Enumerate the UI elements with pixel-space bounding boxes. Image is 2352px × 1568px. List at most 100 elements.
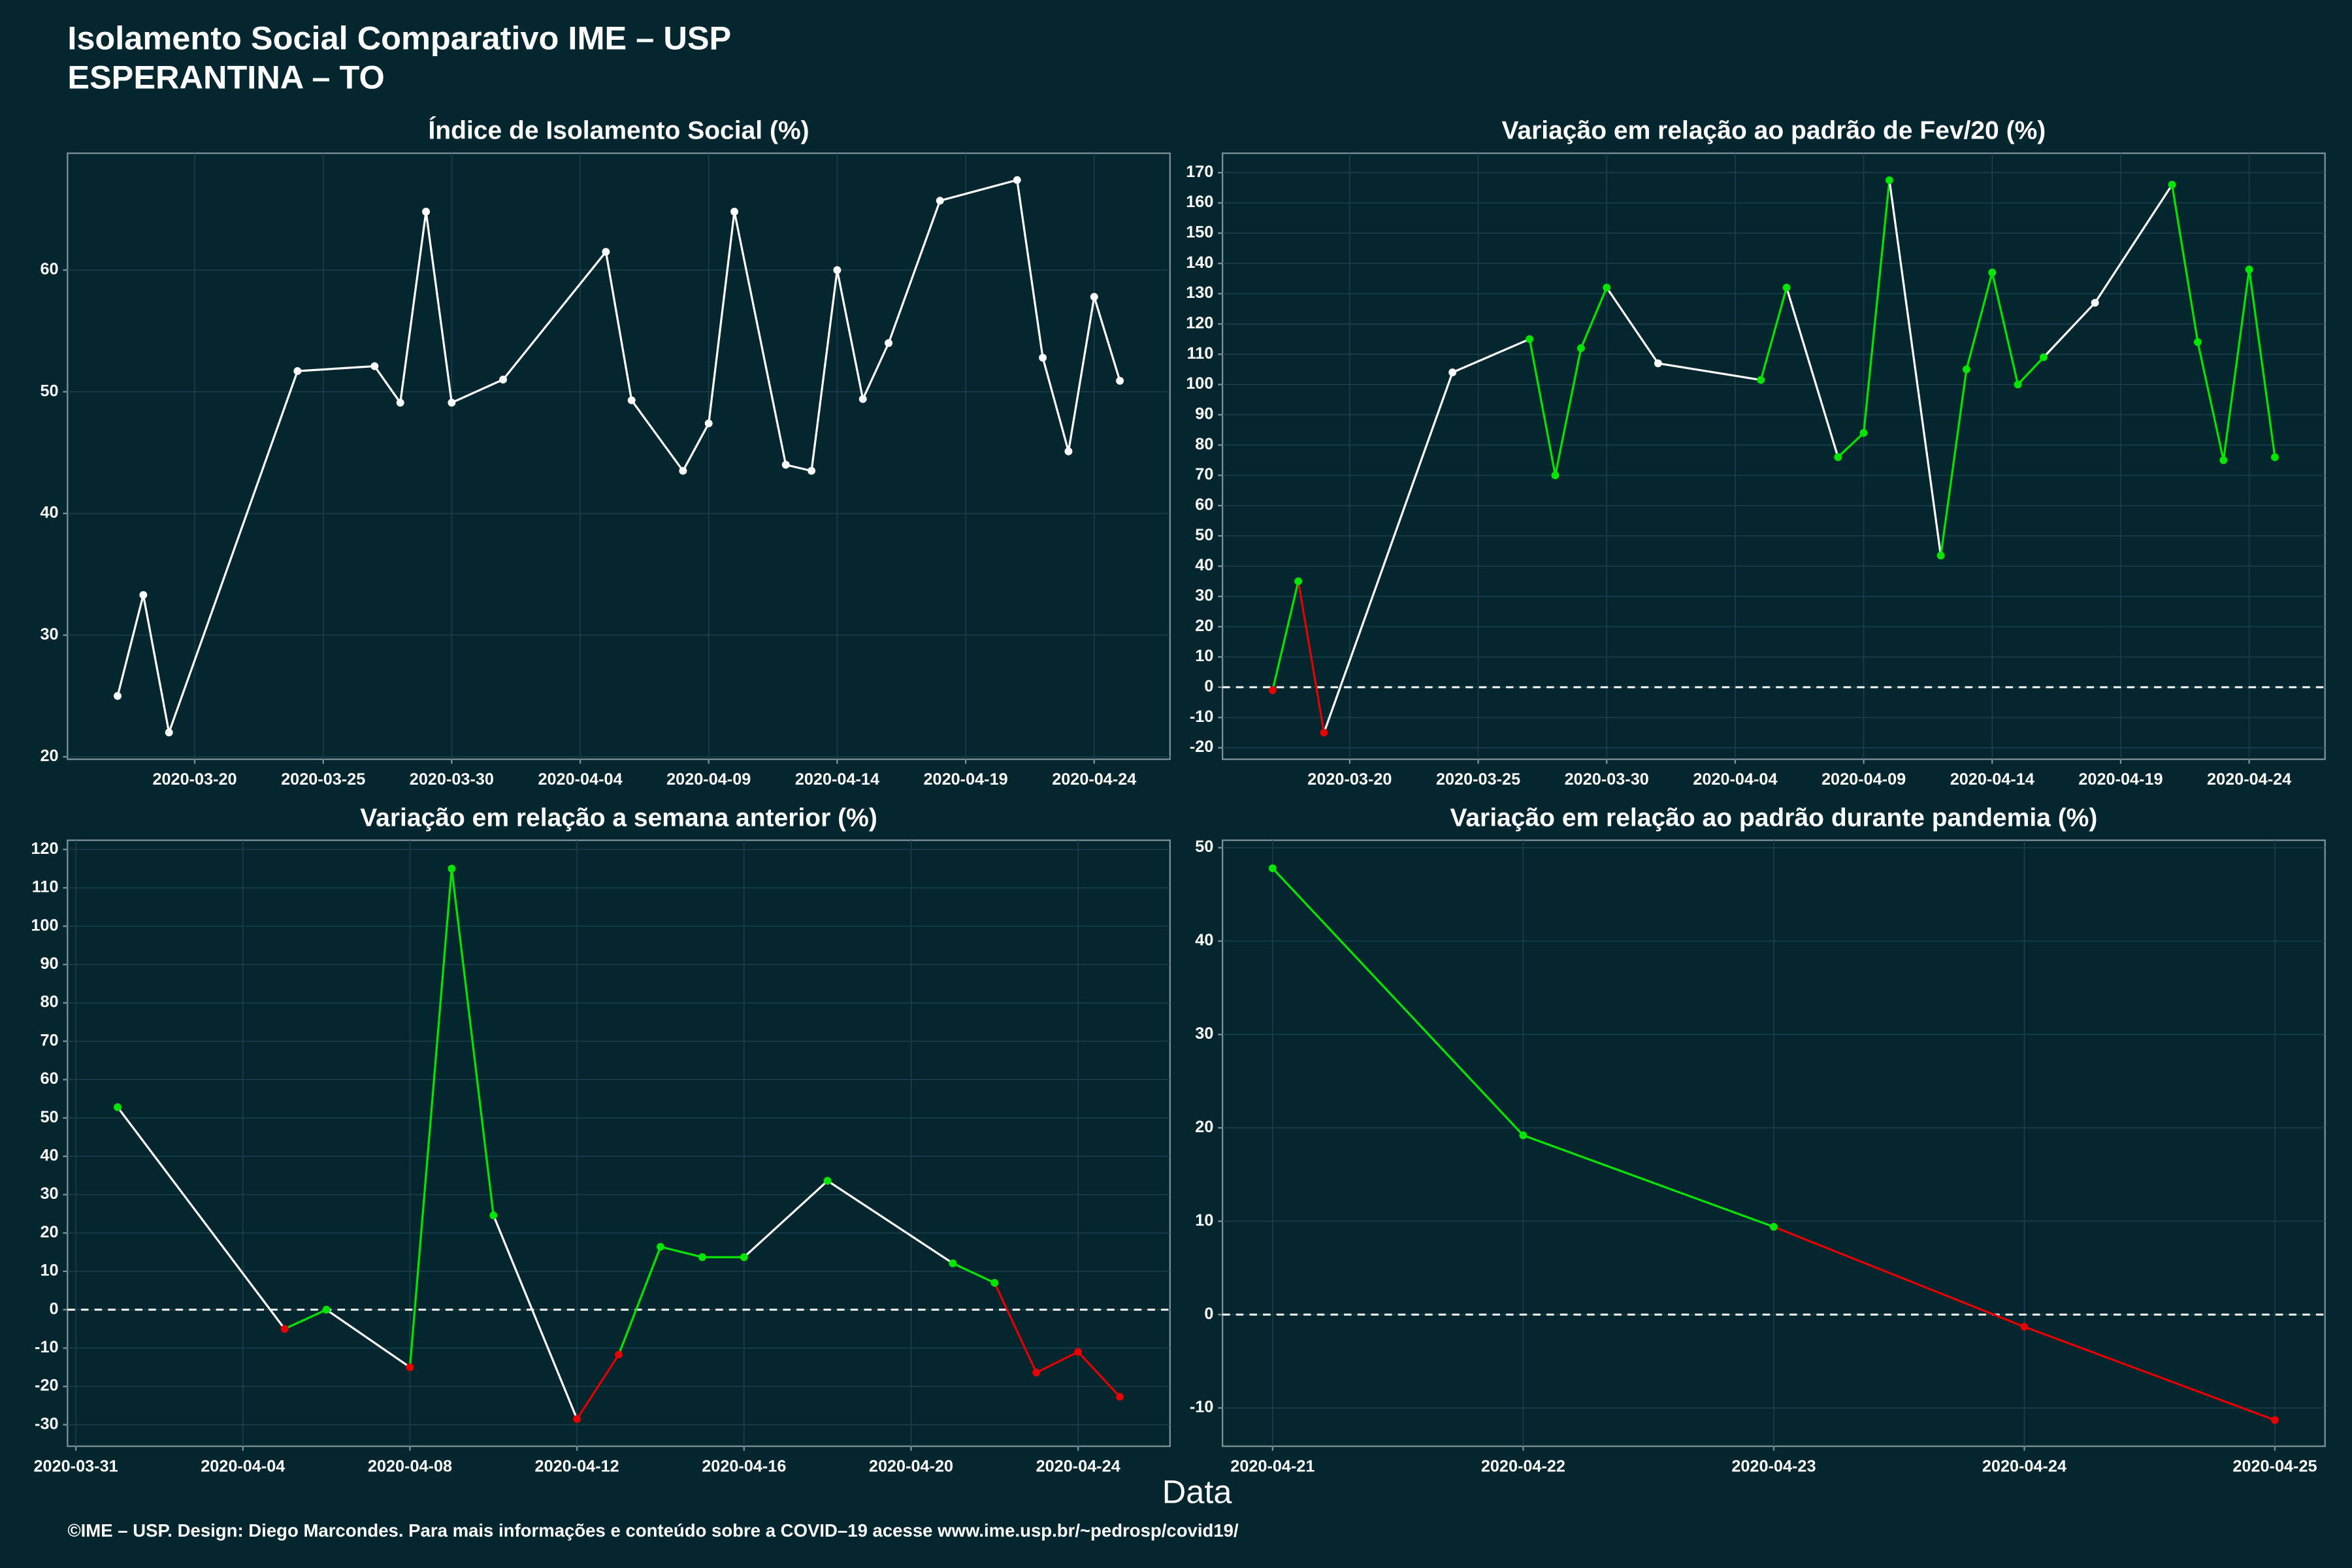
y-tick-label: -10: [35, 1338, 59, 1356]
data-point: [657, 1243, 664, 1251]
data-point: [499, 376, 508, 384]
y-tick-label: 130: [1186, 284, 1213, 302]
y-tick-label: 10: [1195, 1211, 1213, 1230]
line-segment: [1658, 362, 1761, 382]
x-tick-label: 2020-04-04: [1693, 770, 1777, 789]
line-segment: [2171, 184, 2199, 342]
panel-title: Variação em relação ao padrão de Fev/20 …: [1502, 117, 2046, 145]
data-point: [730, 207, 739, 216]
y-tick-label: 20: [40, 747, 58, 765]
data-point: [602, 248, 610, 256]
x-tick-label: 2020-04-12: [535, 1457, 619, 1475]
line-segment: [836, 270, 864, 400]
line-segment: [168, 370, 299, 733]
x-tick-label: 2020-04-04: [538, 770, 622, 789]
y-tick-label: 30: [1195, 1024, 1213, 1043]
data-point: [1603, 284, 1611, 292]
x-axis-label: Data: [1162, 1473, 1233, 1510]
data-point: [1039, 353, 1047, 362]
data-point: [489, 1211, 498, 1220]
line-segment: [1773, 1226, 2025, 1328]
line-segment: [939, 178, 1018, 202]
line-segment: [2094, 184, 2173, 304]
line-segment: [2222, 269, 2251, 461]
panel-title: Variação em relação a semana anterior (%…: [360, 804, 877, 832]
y-tick-label: 110: [1187, 344, 1214, 363]
data-point: [704, 419, 713, 428]
data-point: [1320, 728, 1328, 737]
y-tick-label: 60: [1195, 496, 1213, 514]
data-point: [1116, 1392, 1124, 1401]
data-point: [165, 728, 173, 737]
x-tick-label: 2020-04-14: [795, 770, 879, 789]
line-segment: [862, 342, 890, 400]
y-tick-label: 160: [1186, 193, 1213, 211]
data-point: [740, 1253, 748, 1262]
data-point: [114, 1103, 122, 1111]
y-tick-label: 0: [1204, 678, 1213, 696]
line-segment: [1837, 432, 1865, 458]
data-point: [679, 466, 687, 475]
data-point: [1757, 376, 1765, 384]
line-segment: [1452, 338, 1530, 374]
line-segment: [604, 252, 633, 400]
x-tick-label: 2020-04-25: [2232, 1457, 2317, 1475]
x-tick-label: 2020-03-25: [281, 770, 365, 789]
data-point: [808, 466, 816, 475]
x-tick-label: 2020-04-16: [702, 1457, 786, 1475]
line-segment: [1016, 180, 1044, 358]
plot-area: [1222, 152, 2326, 760]
line-segment: [502, 251, 607, 381]
y-tick-label: 40: [1195, 931, 1213, 949]
data-point: [2014, 380, 2022, 389]
data-point: [448, 864, 456, 873]
data-point: [858, 395, 867, 403]
x-tick-label: 2020-03-20: [152, 770, 237, 789]
y-tick-label: 50: [40, 1108, 58, 1126]
line-segment: [425, 211, 453, 403]
plot-area: [67, 152, 1171, 760]
data-point: [1988, 269, 1997, 277]
x-tick-label: 2020-04-08: [368, 1457, 452, 1475]
x-tick-label: 2020-04-04: [201, 1457, 285, 1475]
line-segment: [1580, 287, 1608, 349]
x-tick-label: 2020-03-25: [1436, 770, 1520, 789]
line-segment: [617, 1246, 662, 1355]
data-point: [1859, 429, 1868, 437]
data-point: [2270, 453, 2279, 461]
data-point: [2245, 265, 2253, 274]
y-tick-label: 90: [40, 955, 58, 973]
data-point: [1294, 577, 1303, 585]
chart-subtitle: ESPERANTINA – TO: [67, 58, 384, 95]
line-segment: [576, 1354, 620, 1420]
y-tick-label: 20: [40, 1223, 58, 1241]
data-point: [949, 1259, 957, 1267]
x-tick-label: 2020-04-24: [1982, 1457, 2066, 1475]
data-point: [627, 396, 636, 404]
line-segment: [2197, 342, 2225, 461]
y-tick-label: 70: [40, 1031, 58, 1049]
data-point: [1834, 453, 1842, 461]
x-tick-label: 2020-04-24: [2207, 770, 2291, 789]
line-segment: [826, 1180, 954, 1264]
data-point: [1551, 471, 1560, 480]
line-segment: [374, 365, 402, 404]
line-segment: [1041, 357, 1070, 452]
y-tick-label: 110: [32, 878, 59, 896]
y-tick-label: 30: [40, 1184, 58, 1203]
data-point: [422, 207, 431, 216]
plot-area: [67, 839, 1171, 1447]
data-point: [1936, 551, 1945, 560]
y-tick-label: -10: [1190, 708, 1214, 726]
data-point: [114, 692, 122, 700]
data-point: [322, 1305, 331, 1314]
line-segment: [1323, 372, 1454, 733]
line-segment: [1940, 369, 1968, 556]
x-tick-label: 2020-04-14: [1950, 770, 2034, 789]
line-segment: [450, 868, 495, 1216]
line-segment: [1554, 348, 1582, 476]
line-segment: [451, 378, 504, 404]
line-segment: [1271, 581, 1299, 691]
data-point: [448, 399, 456, 407]
